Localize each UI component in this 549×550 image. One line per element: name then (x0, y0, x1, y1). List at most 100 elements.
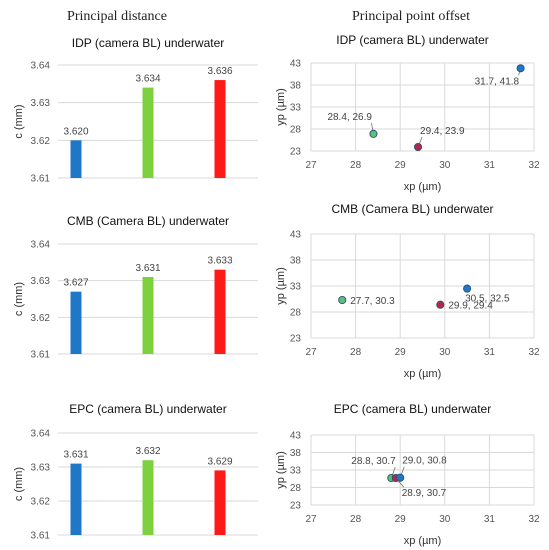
x-tick-label: 32 (528, 514, 540, 525)
bar-value-label: 3.631 (135, 263, 160, 274)
chart-title: CMB (Camera BL) underwater (67, 214, 229, 228)
y-tick-label: 43 (290, 431, 302, 442)
bar-value-label: 3.633 (207, 256, 232, 267)
x-tick-label: 28 (350, 347, 362, 358)
scatter-point (516, 64, 525, 73)
y-tick-label: 23 (290, 147, 302, 158)
y-axis-label: c (mm) (13, 104, 25, 138)
bar-chart-2: CMB (Camera BL) underwater 3.61 3.62 3.63 3.… (13, 214, 258, 361)
x-tick-label: 28 (350, 514, 362, 525)
bar (214, 470, 226, 535)
bar (70, 291, 82, 354)
y-axis-label: yp (µm) (275, 451, 287, 489)
scatter-point (413, 142, 423, 152)
x-tick-label: 31 (484, 160, 496, 171)
y-tick-label: 3.63 (31, 463, 51, 474)
y-tick-label: 38 (290, 448, 302, 459)
point-label: 29.9, 29.4 (448, 301, 493, 312)
point-label: 28.8, 30.7 (351, 456, 396, 467)
bar (142, 277, 154, 354)
x-tick-label: 29 (395, 160, 407, 171)
y-tick-label: 3.64 (31, 61, 51, 72)
point-label: 30.5, 32.5 (465, 294, 510, 305)
y-tick-label: 28 (290, 125, 302, 136)
y-tick-label: 3.62 (31, 313, 51, 324)
bar-value-label: 3.629 (207, 456, 232, 467)
bar (214, 80, 226, 178)
x-tick-label: 27 (305, 514, 317, 525)
left-column-title: Principal distance (67, 9, 167, 24)
bar (142, 460, 154, 535)
y-tick-label: 3.62 (31, 497, 51, 508)
bar-chart-1: IDP (camera BL) underwater 3.61 3.62 3.63 3.… (13, 36, 258, 185)
point-label: 28.9, 30.7 (402, 488, 447, 499)
y-tick-label: 43 (290, 230, 302, 241)
right-column-title: Principal point offset (352, 9, 470, 24)
bar-value-label: 3.631 (63, 450, 88, 461)
point-label: 29.4, 23.9 (420, 126, 465, 137)
y-tick-label: 33 (290, 282, 302, 293)
scatter-point (436, 300, 445, 309)
x-tick-label: 30 (439, 347, 451, 358)
x-axis-label: xp (µm) (404, 535, 442, 547)
x-tick-label: 28 (350, 160, 362, 171)
y-tick-label: 3.64 (31, 429, 51, 440)
bar (70, 463, 82, 535)
scatter-point (463, 284, 472, 293)
x-axis-label: xp (µm) (404, 181, 442, 193)
point-label: 29.0, 30.8 (402, 456, 447, 467)
x-tick-label: 27 (305, 347, 317, 358)
y-tick-label: 43 (290, 59, 302, 70)
y-tick-label: 3.61 (31, 531, 51, 542)
bar (142, 87, 154, 178)
y-tick-label: 3.62 (31, 136, 51, 147)
y-tick-label: 28 (290, 483, 302, 494)
y-tick-label: 3.63 (31, 276, 51, 287)
y-tick-label: 38 (290, 256, 302, 267)
y-axis-label: yp (µm) (275, 267, 287, 305)
y-tick-label: 3.64 (31, 240, 51, 251)
x-tick-label: 32 (528, 160, 540, 171)
point-label: 31.7, 41.8 (475, 76, 520, 87)
x-tick-label: 30 (439, 160, 451, 171)
x-tick-label: 31 (484, 514, 496, 525)
chart-title: CMB (Camera BL) underwater (331, 202, 493, 216)
scatter-point (369, 129, 378, 138)
bar (214, 269, 226, 354)
y-tick-label: 23 (290, 334, 302, 345)
bar-value-label: 3.632 (135, 446, 160, 457)
x-tick-label: 30 (439, 514, 451, 525)
y-axis-label: yp (µm) (275, 88, 287, 126)
chart-title: EPC (camera BL) underwater (69, 402, 226, 416)
scatter-point (338, 295, 347, 305)
point-label: 28.4, 26.9 (327, 112, 372, 123)
scatter-chart-1: IDP (camera BL) underwater 23 28 33 38 43 27 28… (275, 33, 540, 193)
x-axis-label: xp (µm) (404, 368, 442, 380)
y-tick-label: 33 (290, 466, 302, 477)
y-tick-label: 38 (290, 81, 302, 92)
x-tick-label: 29 (395, 347, 407, 358)
y-tick-label: 28 (290, 308, 302, 319)
y-axis-label: c (mm) (13, 282, 25, 316)
point-label: 27.7, 30.3 (350, 296, 395, 307)
scatter-chart-2: CMB (Camera BL) underwater 23 28 33 38 43 27 28… (275, 202, 540, 380)
bar-value-label: 3.636 (207, 66, 232, 77)
y-axis-label: c (mm) (13, 467, 25, 501)
bar (70, 140, 82, 178)
y-tick-label: 3.61 (31, 350, 51, 361)
x-tick-label: 31 (484, 347, 496, 358)
y-tick-label: 3.63 (31, 98, 51, 109)
charts-group: IDP (camera BL) underwater 3.61 3.62 3.63 3.… (13, 33, 540, 547)
chart-title: EPC (camera BL) underwater (334, 402, 491, 416)
scatter-point (396, 473, 405, 482)
bar-value-label: 3.627 (63, 278, 88, 289)
y-tick-label: 3.61 (31, 174, 51, 185)
chart-title: IDP (camera BL) underwater (72, 36, 225, 50)
scatter-chart-3: EPC (camera BL) underwater 23 28 33 38 43 27 28… (275, 402, 540, 547)
bar-value-label: 3.620 (63, 126, 88, 137)
x-tick-label: 29 (395, 514, 407, 525)
y-tick-label: 33 (290, 103, 302, 114)
y-tick-label: 23 (290, 501, 302, 512)
chart-title: IDP (camera BL) underwater (336, 33, 489, 47)
